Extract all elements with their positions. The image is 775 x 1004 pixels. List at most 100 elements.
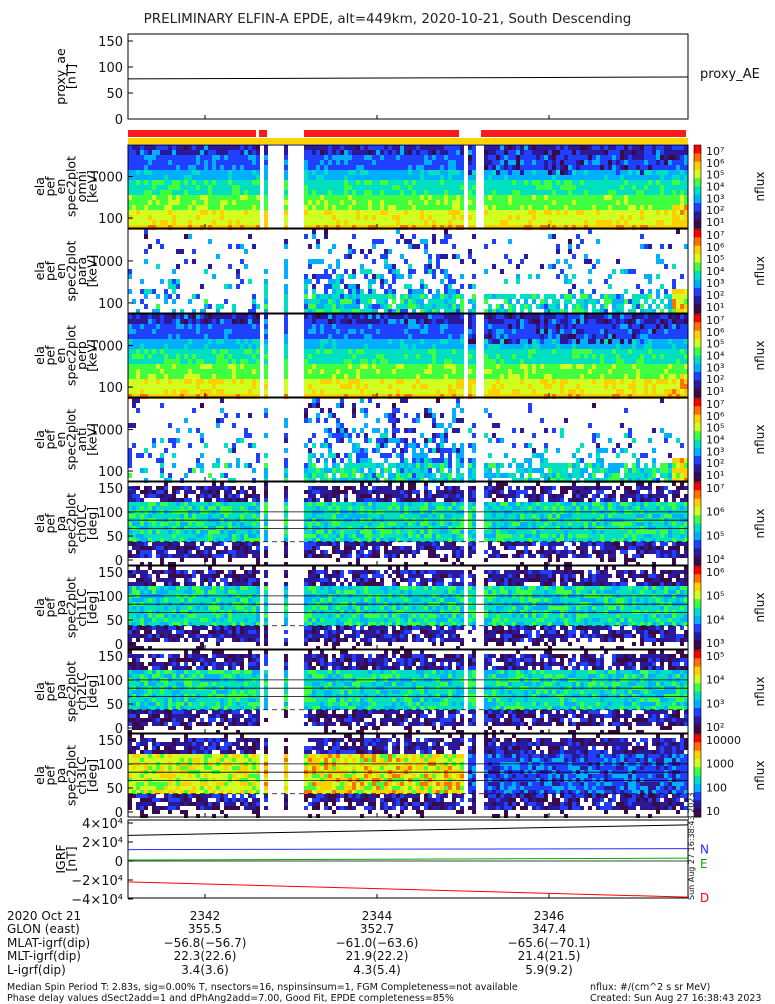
- heatmap-cell: [180, 379, 184, 384]
- heatmap-cell: [196, 200, 200, 205]
- heatmap-cell: [424, 349, 428, 354]
- heatmap-cell: [204, 299, 208, 304]
- heatmap-cell: [360, 165, 364, 170]
- heatmap-cell: [440, 329, 444, 334]
- heatmap-cell: [620, 170, 624, 175]
- heatmap-cell: [220, 384, 224, 389]
- heatmap-cell: [424, 334, 428, 339]
- heatmap-cell: [388, 369, 392, 374]
- heatmap-cell: [344, 215, 348, 220]
- heatmap-cell: [632, 195, 636, 200]
- heatmap-cell: [424, 249, 428, 254]
- heatmap-cell: [232, 170, 236, 175]
- heatmap-cell: [156, 190, 160, 195]
- heatmap-cell: [256, 379, 260, 384]
- heatmap-cell: [488, 220, 492, 225]
- heatmap-cell: [204, 344, 208, 349]
- heatmap-cell: [544, 205, 548, 210]
- heatmap-cell: [436, 170, 440, 175]
- heatmap-cell: [552, 175, 556, 180]
- heatmap-cell: [336, 384, 340, 389]
- heatmap-cell: [600, 200, 604, 205]
- heatmap-cell: [224, 324, 228, 329]
- heatmap-cell: [216, 160, 220, 165]
- heatmap-cell: [332, 165, 336, 170]
- heatmap-cell: [392, 339, 396, 344]
- heatmap-cell: [612, 200, 616, 205]
- heatmap-cell: [468, 334, 472, 339]
- heatmap-cell: [228, 180, 232, 185]
- heatmap-cell: [608, 155, 612, 160]
- heatmap-cell: [596, 205, 600, 210]
- heatmap-cell: [436, 289, 440, 294]
- heatmap-cell: [356, 304, 360, 309]
- heatmap-cell: [196, 190, 200, 195]
- heatmap-cell: [412, 180, 416, 185]
- heatmap-cell: [540, 150, 544, 155]
- heatmap-cell: [236, 354, 240, 359]
- heatmap-cell: [424, 339, 428, 344]
- heatmap-cell: [600, 369, 604, 374]
- heatmap-cell: [524, 155, 528, 160]
- heatmap-cell: [156, 145, 160, 150]
- heatmap-cell: [164, 384, 168, 389]
- heatmap-cell: [208, 175, 212, 180]
- heatmap-cell: [468, 379, 472, 384]
- heatmap-cell: [400, 210, 404, 215]
- heatmap-cell: [560, 269, 564, 274]
- heatmap-cell: [320, 329, 324, 334]
- heatmap-cell: [616, 304, 620, 309]
- heatmap-cell: [416, 180, 420, 185]
- heatmap-cell: [312, 274, 316, 279]
- heatmap-cell: [412, 319, 416, 324]
- heatmap-cell: [644, 384, 648, 389]
- heatmap-cell: [424, 205, 428, 210]
- heatmap-cell: [384, 349, 388, 354]
- heatmap-cell: [564, 160, 568, 165]
- heatmap-cell: [628, 384, 632, 389]
- heatmap-cell: [488, 369, 492, 374]
- heatmap-cell: [468, 369, 472, 374]
- heatmap-cell: [416, 195, 420, 200]
- heatmap-cell: [284, 220, 288, 225]
- heatmap-cell: [192, 150, 196, 155]
- heatmap-cell: [356, 329, 360, 334]
- heatmap-cell: [312, 334, 316, 339]
- heatmap-cell: [548, 324, 552, 329]
- heatmap-cell: [652, 185, 656, 190]
- heatmap-cell: [496, 150, 500, 155]
- heatmap-cell: [436, 200, 440, 205]
- heatmap-cell: [216, 200, 220, 205]
- heatmap-cell: [240, 369, 244, 374]
- heatmap-cell: [520, 389, 524, 394]
- heatmap-cell: [428, 324, 432, 329]
- heatmap-cell: [552, 369, 556, 374]
- heatmap-cell: [184, 175, 188, 180]
- heatmap-cell: [148, 205, 152, 210]
- heatmap-cell: [604, 379, 608, 384]
- heatmap-cell: [232, 185, 236, 190]
- heatmap-cell: [428, 220, 432, 225]
- heatmap-cell: [344, 304, 348, 309]
- heatmap-cell: [224, 334, 228, 339]
- heatmap-cell: [620, 339, 624, 344]
- heatmap-cell: [332, 369, 336, 374]
- heatmap-cell: [456, 190, 460, 195]
- heatmap-cell: [536, 364, 540, 369]
- heatmap-cell: [412, 364, 416, 369]
- heatmap-cell: [588, 165, 592, 170]
- heatmap-cell: [648, 244, 652, 249]
- heatmap-cell: [540, 165, 544, 170]
- heatmap-cell: [368, 379, 372, 384]
- heatmap-cell: [608, 190, 612, 195]
- heatmap-cell: [572, 145, 576, 150]
- heatmap-cell: [508, 170, 512, 175]
- heatmap-cell: [524, 210, 528, 215]
- heatmap-cell: [164, 210, 168, 215]
- heatmap-cell: [592, 354, 596, 359]
- heatmap-cell: [564, 319, 568, 324]
- heatmap-cell: [552, 364, 556, 369]
- heatmap-cell: [344, 334, 348, 339]
- heatmap-cell: [444, 190, 448, 195]
- heatmap-cell: [188, 220, 192, 225]
